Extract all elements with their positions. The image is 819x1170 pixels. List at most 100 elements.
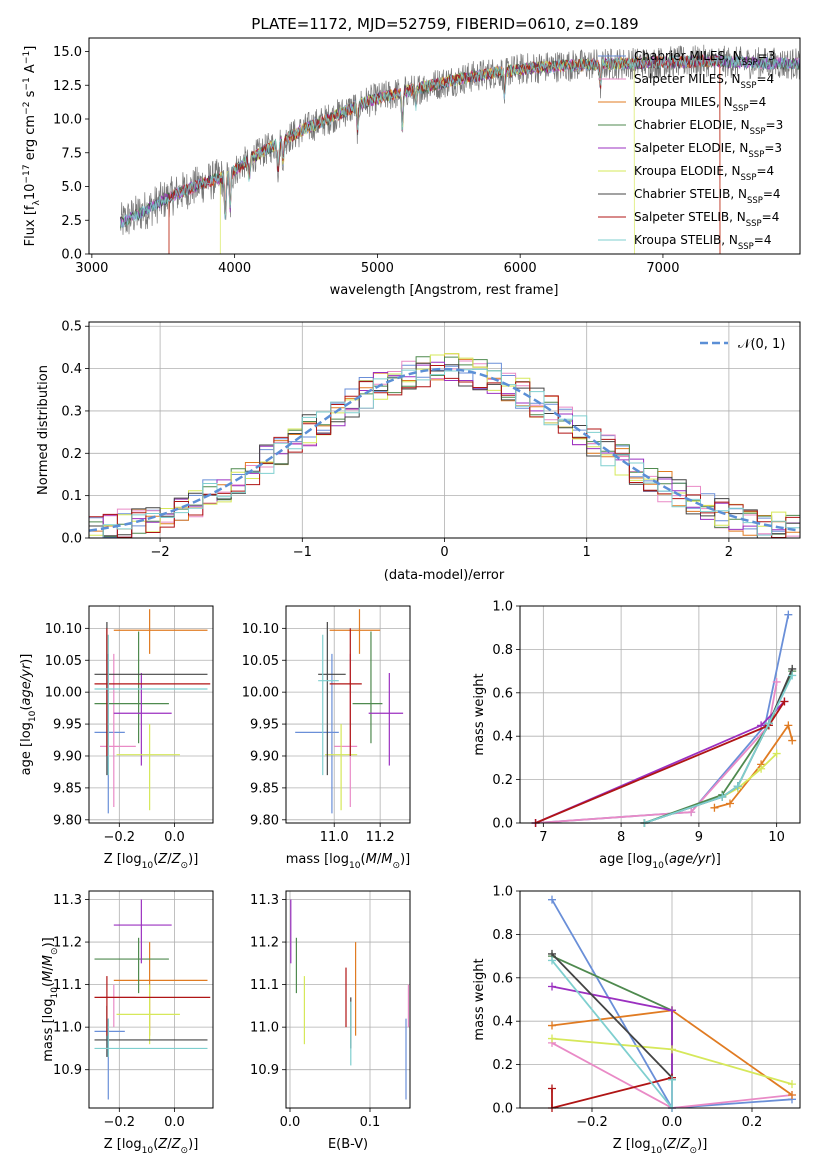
x-axis-label-part: / <box>377 852 382 867</box>
x-axis-label-part: M <box>366 852 377 867</box>
plus-marker <box>548 956 556 965</box>
y-tick-label: 0.0 <box>492 1102 513 1117</box>
legend-label-prefix: Salpeter ELODIE, N <box>634 141 748 155</box>
y-axis-label-part: Flux [f <box>23 205 38 246</box>
x-tick-label: 11.0 <box>320 830 349 845</box>
residuals-histogram-panel: −2 −1 0 1 2 0.0 0.1 0.2 0.3 0.4 0.5 𝒩(0, 1) (data-mo… <box>36 320 801 583</box>
y-tick-label: 11.2 <box>250 936 279 951</box>
y-axis-label-part: s <box>23 90 38 101</box>
x-tick-label: −1 <box>293 545 312 560</box>
y-axis-label-part: 10 <box>50 987 60 999</box>
x-tick-label: 0.0 <box>164 1115 185 1130</box>
plus-marker <box>788 1090 796 1099</box>
errorbar-point <box>113 899 172 964</box>
plus-marker <box>718 792 727 801</box>
plus-marker <box>668 1045 676 1054</box>
legend-label: 𝒩(0, 1) <box>738 337 785 352</box>
x-axis-label-part: )] <box>400 852 410 867</box>
y-tick-label: 9.95 <box>250 718 279 733</box>
histogram-step-line <box>89 368 800 538</box>
y-tick-label: 0.0 <box>61 532 82 547</box>
errorbar-point <box>352 631 383 744</box>
plus-marker <box>548 1084 556 1093</box>
y-tick-label: 10.00 <box>45 686 82 701</box>
y-axis-label-part: mass [log <box>41 999 56 1062</box>
y-tick-label: 10.9 <box>250 1063 279 1078</box>
y-axis-label-part: −2 <box>22 102 32 115</box>
errorbar-point <box>325 724 358 811</box>
errorbar-point <box>94 621 208 776</box>
y-axis-label-part: / <box>41 966 56 971</box>
mass-weight-line <box>551 1042 793 1108</box>
legend-label-suffix: =4 <box>756 164 774 178</box>
y-tick-label: 0.4 <box>492 1015 513 1030</box>
x-axis-label-part: ⊙ <box>181 1146 189 1156</box>
y-axis-label-part: )] <box>19 654 34 664</box>
mass-weight-line <box>535 701 786 823</box>
y-axis-label-part: age [log <box>19 722 34 775</box>
y-tick-label: 0.5 <box>61 320 82 335</box>
errorbar-point <box>100 653 136 808</box>
plus-marker <box>757 764 766 773</box>
y-axis-label-part: M <box>41 971 56 982</box>
legend-label-prefix: Kroupa ELODIE, N <box>634 164 741 178</box>
y-tick-label: 0.6 <box>492 971 513 986</box>
mass-weight-line <box>721 752 778 798</box>
x-axis-label-part: 10 <box>651 1146 663 1156</box>
normal-reference-curve <box>89 367 800 532</box>
legend-label: Kroupa ELODIE, NSSP=4 <box>634 164 774 183</box>
x-tick-label: 0.1 <box>360 1115 381 1130</box>
x-axis-label: Z [log10(Z/Z⊙)] <box>104 1137 199 1156</box>
legend-label-suffix: =4 <box>762 210 780 224</box>
x-axis-label-part: Z <box>157 852 168 867</box>
x-tick-label: 9 <box>695 830 703 845</box>
x-axis-label-part: )] <box>188 1137 198 1152</box>
model-spectrum-line <box>168 53 721 254</box>
legend-label-suffix: =3 <box>764 141 782 155</box>
plus-marker <box>772 749 781 758</box>
errorbar-point <box>94 631 169 744</box>
y-tick-label: 12.5 <box>53 79 82 94</box>
axes-frame <box>285 605 411 824</box>
y-tick-label: 9.85 <box>53 781 82 796</box>
x-tick-label: 0.0 <box>280 1115 301 1130</box>
plus-marker <box>784 721 793 730</box>
x-tick-label: 11.2 <box>366 830 395 845</box>
x-axis-label-part: Z <box>171 852 182 867</box>
errorbar-point <box>100 984 136 1028</box>
x-axis-label-part: ( <box>361 852 366 867</box>
legend-label-sub: SSP <box>747 196 763 206</box>
y-tick-label: 10.00 <box>242 686 279 701</box>
plus-marker <box>772 677 781 686</box>
x-axis-label-part: )] <box>188 852 198 867</box>
x-axis-label: mass [log10(M/M⊙)] <box>286 852 410 871</box>
legend-label-prefix: Chabrier ELODIE, N <box>634 118 750 132</box>
x-tick-label: 7 <box>539 830 547 845</box>
y-tick-label: 10.10 <box>45 622 82 637</box>
mass-weight-line <box>535 681 778 823</box>
plus-marker <box>548 895 556 904</box>
y-tick-label: 1.0 <box>492 885 513 900</box>
mass-weight-line <box>535 614 790 823</box>
x-axis-label-part: M <box>381 852 392 867</box>
y-tick-label: 9.85 <box>250 781 279 796</box>
errorbar-point <box>94 1018 208 1057</box>
legend-label: Chabrier MILES, NSSP=3 <box>634 49 775 68</box>
y-tick-label: 0.2 <box>61 447 82 462</box>
legend-label: Chabrier STELIB, NSSP=4 <box>634 187 781 206</box>
plus-marker <box>548 982 556 991</box>
plus-marker <box>668 1006 676 1015</box>
plus-marker <box>726 799 734 808</box>
y-axis-label: mass weight <box>472 958 487 1040</box>
legend-label-suffix: =3 <box>766 118 784 132</box>
x-tick-label: 3000 <box>75 261 108 276</box>
y-tick-label: 15.0 <box>53 45 82 60</box>
mass-weight-line <box>551 1076 673 1108</box>
figure-title: PLATE=1172, MJD=52759, FIBERID=0610, z=0… <box>251 15 638 33</box>
y-tick-label: 0.4 <box>492 730 513 745</box>
errorbar-point <box>116 724 180 811</box>
x-axis-label-part: )] <box>697 1137 707 1152</box>
plus-marker <box>548 1034 556 1043</box>
x-axis-label-part: ( <box>662 1137 667 1152</box>
y-tick-label: 9.80 <box>53 813 82 828</box>
